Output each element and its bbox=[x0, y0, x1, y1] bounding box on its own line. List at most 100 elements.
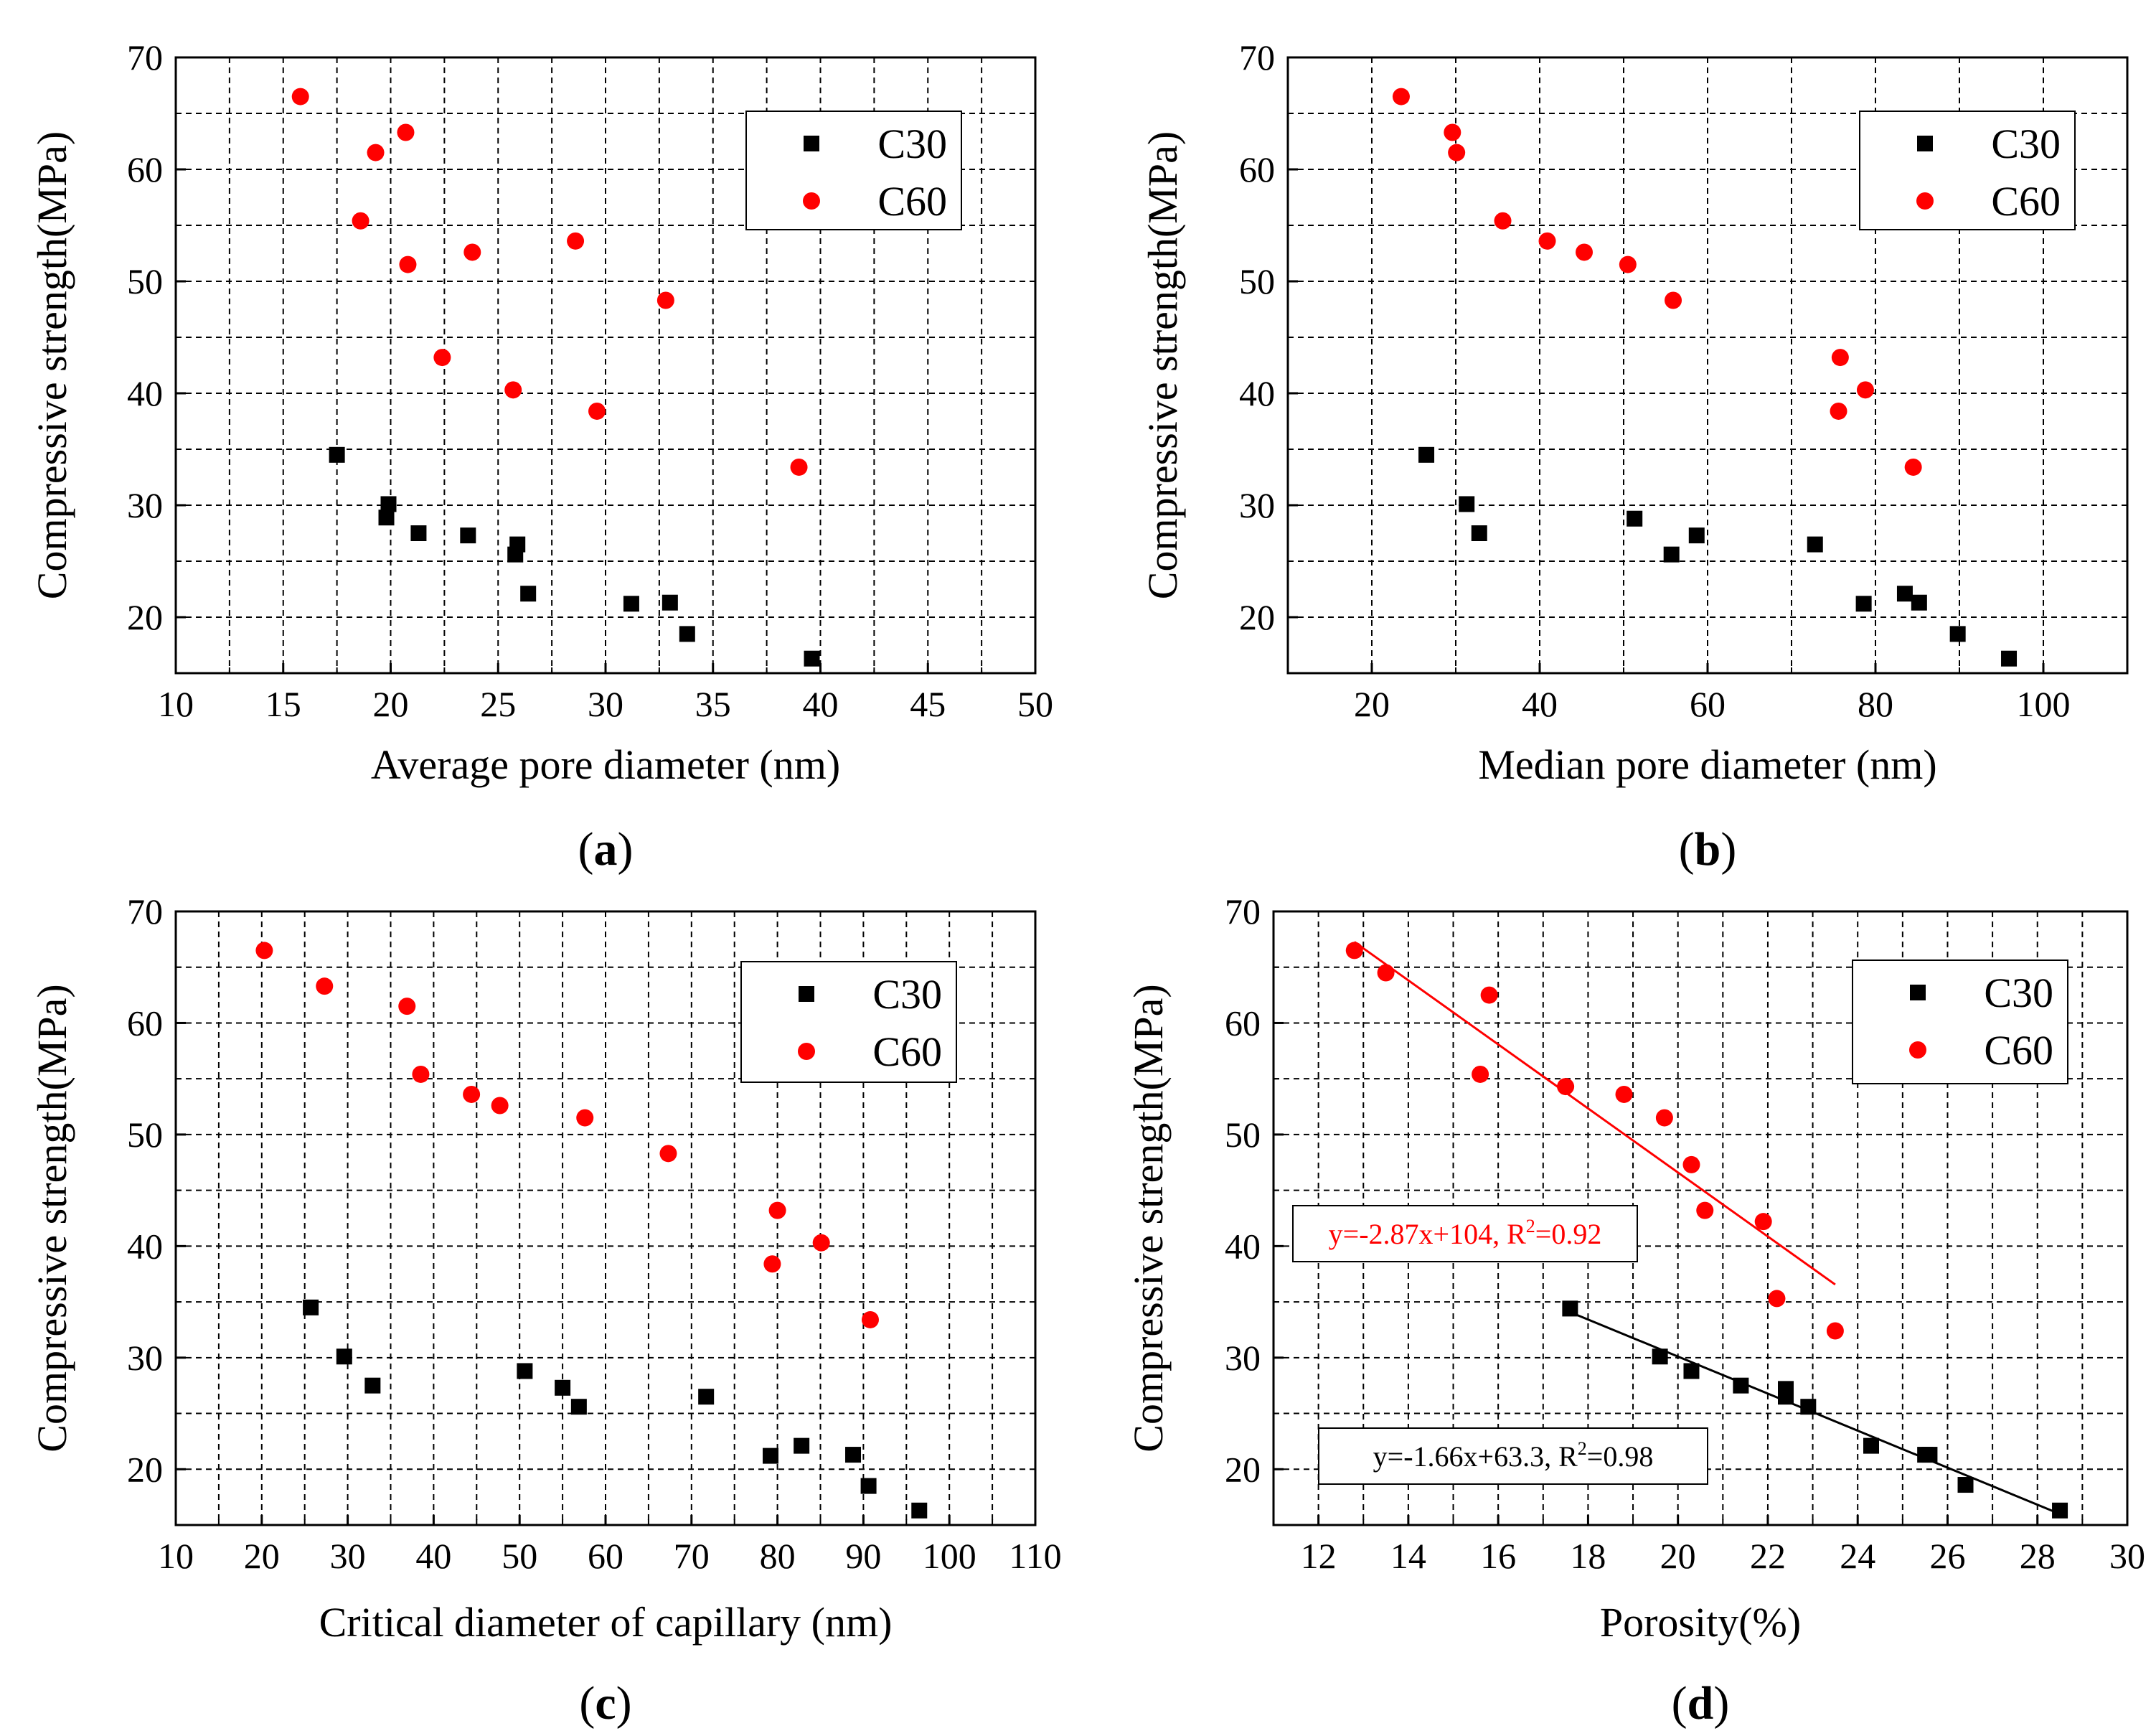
equation-box bbox=[1292, 1205, 1638, 1262]
data-point-c60 bbox=[399, 255, 417, 273]
data-point-c30 bbox=[2001, 650, 2018, 667]
legend-marker-c30 bbox=[1910, 985, 1926, 1000]
panel-a: 10 15 20 25 30 35 40 45 50 20 30 40 50 60 70 Average po… bbox=[29, 37, 1053, 876]
data-point-c30 bbox=[1688, 527, 1705, 544]
x-tick-label: 20 bbox=[1354, 684, 1390, 724]
y-tick-label: 20 bbox=[1239, 597, 1275, 637]
data-point-c30 bbox=[1921, 1447, 1938, 1463]
y-tick-label: 60 bbox=[127, 1003, 163, 1043]
data-point-c60 bbox=[768, 1201, 786, 1219]
data-point-c30 bbox=[1778, 1389, 1794, 1405]
data-point-c30 bbox=[329, 446, 345, 463]
x-tick-label: 80 bbox=[1858, 684, 1893, 724]
data-point-c60 bbox=[790, 458, 808, 476]
series-c30 bbox=[1562, 1300, 2068, 1519]
legend-label-c30: C30 bbox=[1984, 970, 2053, 1016]
x-tick-label: 28 bbox=[2020, 1536, 2056, 1576]
panel-d: 12 14 16 18 20 22 24 26 28 30 20 30 40 50 60 70 Porosity… bbox=[1125, 891, 2145, 1730]
y-tick-label: 70 bbox=[127, 37, 163, 78]
plot-frame bbox=[1272, 910, 2129, 1526]
series-c30 bbox=[303, 1299, 928, 1519]
data-point-c30 bbox=[1683, 1363, 1700, 1379]
data-point-c60 bbox=[491, 1097, 509, 1115]
y-tick-label: 60 bbox=[127, 149, 163, 189]
y-tick-label: 70 bbox=[127, 891, 163, 932]
x-tick-label: 40 bbox=[415, 1536, 451, 1576]
y-axis-label: Compressive strength(MPa) bbox=[29, 131, 75, 599]
x-tick-label: 16 bbox=[1480, 1536, 1516, 1576]
x-tick-label: 30 bbox=[2109, 1536, 2145, 1576]
y-axis-label: Compressive strength(MPa) bbox=[1139, 131, 1186, 599]
data-point-c60 bbox=[1448, 144, 1466, 161]
x-tick-label: 18 bbox=[1570, 1536, 1606, 1576]
data-point-c60 bbox=[1615, 1085, 1633, 1103]
data-point-c60 bbox=[1655, 1109, 1673, 1127]
x-tick-label: 10 bbox=[158, 684, 194, 724]
data-point-c30 bbox=[1863, 1437, 1879, 1454]
y-tick-label: 20 bbox=[127, 1449, 163, 1489]
data-point-c60 bbox=[1826, 1322, 1844, 1340]
y-tick-label: 20 bbox=[127, 597, 163, 637]
x-axis-label: Median pore diameter (nm) bbox=[1478, 741, 1936, 788]
data-point-c60 bbox=[1538, 232, 1556, 250]
data-point-c60 bbox=[1856, 381, 1874, 399]
y-tick-label: 40 bbox=[1225, 1226, 1261, 1266]
data-point-c30 bbox=[303, 1299, 319, 1315]
data-point-c30 bbox=[1949, 626, 1966, 642]
data-point-c60 bbox=[412, 1065, 430, 1083]
data-point-c60 bbox=[1557, 1078, 1575, 1096]
legend-marker-c60 bbox=[1909, 1041, 1926, 1059]
data-point-c60 bbox=[763, 1255, 781, 1273]
x-tick-label: 50 bbox=[1017, 684, 1053, 724]
data-point-c60 bbox=[463, 243, 481, 261]
fit-line-c60 bbox=[1353, 941, 1836, 1286]
x-tick-label: 30 bbox=[330, 1536, 366, 1576]
data-point-c30 bbox=[1807, 536, 1823, 553]
legend-label-c30: C30 bbox=[877, 121, 947, 167]
data-point-c60 bbox=[1754, 1213, 1772, 1231]
data-point-c30 bbox=[555, 1379, 571, 1396]
x-axis-label: Critical diameter of capillary (nm) bbox=[319, 1599, 893, 1646]
data-point-c60 bbox=[1696, 1201, 1714, 1219]
legend-marker-c30 bbox=[799, 986, 814, 1002]
ticks: 20 40 60 80 100 20 30 40 50 60 70 bbox=[1239, 37, 2071, 724]
data-point-c30 bbox=[1896, 586, 1913, 602]
x-tick-label: 20 bbox=[244, 1536, 280, 1576]
data-point-c30 bbox=[378, 510, 395, 526]
data-point-c30 bbox=[1911, 594, 1927, 611]
y-tick-label: 30 bbox=[1225, 1338, 1261, 1378]
panel-b: 20 40 60 80 100 20 30 40 50 60 70 Median pore diame… bbox=[1139, 37, 2129, 876]
data-point-c60 bbox=[1831, 349, 1849, 367]
data-point-c30 bbox=[679, 626, 695, 642]
data-point-c60 bbox=[659, 1145, 677, 1163]
data-point-c30 bbox=[1663, 546, 1680, 563]
data-point-c30 bbox=[845, 1447, 862, 1463]
x-tick-label: 15 bbox=[265, 684, 301, 724]
legend-label-c30: C30 bbox=[1991, 121, 2061, 167]
data-point-c60 bbox=[1830, 402, 1847, 420]
data-point-c60 bbox=[397, 123, 415, 141]
x-tick-label: 14 bbox=[1390, 1536, 1426, 1576]
data-point-c30 bbox=[507, 546, 524, 563]
y-tick-label: 50 bbox=[127, 261, 163, 301]
data-point-c30 bbox=[460, 527, 476, 544]
series-c60 bbox=[1345, 942, 1844, 1340]
ticks: 10 20 30 40 50 60 70 80 90 100 110 20 30 40 50 60 70 bbox=[127, 891, 1062, 1576]
data-point-c30 bbox=[911, 1502, 928, 1519]
data-point-c60 bbox=[255, 942, 273, 960]
data-point-c30 bbox=[794, 1437, 810, 1454]
x-tick-label: 40 bbox=[1522, 684, 1558, 724]
data-point-c30 bbox=[1627, 510, 1643, 527]
data-point-c30 bbox=[1471, 525, 1487, 541]
panel-label: (d) bbox=[1672, 1677, 1730, 1730]
data-point-c60 bbox=[316, 977, 334, 995]
data-point-c60 bbox=[352, 212, 369, 230]
legend-marker-c30 bbox=[1917, 136, 1933, 151]
y-tick-label: 30 bbox=[1239, 485, 1275, 525]
data-point-c30 bbox=[520, 586, 537, 602]
y-tick-label: 40 bbox=[127, 1226, 163, 1266]
fit-equation-c30: y=-1.66x+63.3, R2=0.98 bbox=[1373, 1438, 1654, 1473]
data-point-c60 bbox=[588, 402, 606, 420]
data-point-c60 bbox=[1480, 986, 1498, 1004]
